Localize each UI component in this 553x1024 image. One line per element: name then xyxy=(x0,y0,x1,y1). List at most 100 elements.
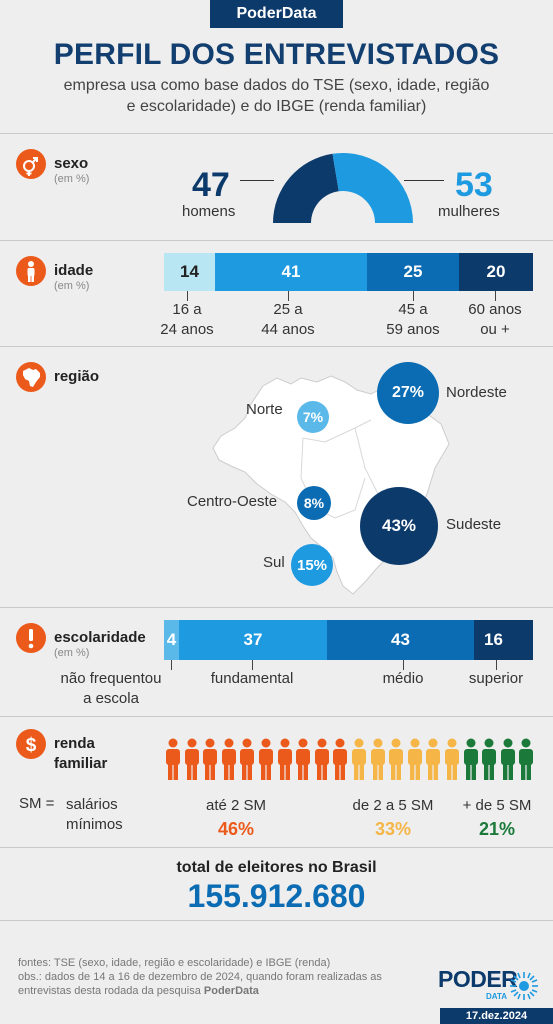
footer-line: entrevistas desta rodada da pesquisa Pod… xyxy=(18,984,428,998)
women-value: 53 xyxy=(455,166,493,204)
escolaridade-bar: 4 37 43 16 xyxy=(164,620,533,660)
renda-group-value: 33% xyxy=(374,819,412,839)
renda-group-value: 21% xyxy=(478,819,516,839)
idade-label-line: 24 anos xyxy=(160,321,214,338)
men-arc xyxy=(273,153,339,223)
brazil-map-icon xyxy=(16,362,46,392)
footer-text: entrevistas desta rodada da pesquisa xyxy=(18,985,204,997)
divider xyxy=(0,346,553,347)
gender-icon xyxy=(16,149,46,179)
idade-label: 25 a 44 anos xyxy=(248,300,328,340)
escolaridade-label-line: não frequentou xyxy=(60,670,162,687)
idade-bar-segment: 14 xyxy=(164,253,215,291)
sm-key: SM = xyxy=(19,795,55,812)
divider xyxy=(0,240,553,241)
region-label-sudeste: Sudeste xyxy=(446,516,502,533)
renda-group-label: de 2 a 5 SM xyxy=(352,797,434,814)
page-subtitle: empresa usa como base dados do TSE (sexo… xyxy=(20,75,533,117)
footer-brand: PoderData xyxy=(203,985,259,997)
date-badge: 17.dez.2024 xyxy=(440,1008,553,1024)
tick xyxy=(413,291,414,301)
idade-label-line: 60 anos xyxy=(468,301,522,318)
person-figure-icon xyxy=(426,738,441,780)
person-figure-icon xyxy=(277,738,292,780)
idade-label-line: 25 a xyxy=(273,301,303,318)
person-figure-icon xyxy=(519,738,534,780)
regiao-title: região xyxy=(54,368,100,385)
renda-group-label: até 2 SM xyxy=(205,797,267,814)
renda-title-line-2: familiar xyxy=(54,755,108,772)
escolaridade-bar-segment: 16 xyxy=(474,620,533,660)
idade-label-line: ou + xyxy=(480,321,510,338)
idade-unit: (em %) xyxy=(54,280,90,292)
renda-group-value: 46% xyxy=(217,819,255,839)
women-leader-line xyxy=(404,180,444,181)
logo-sunburst-icon xyxy=(510,972,538,1000)
region-bubble-norte: 7% xyxy=(297,401,329,433)
idade-bar: 14 41 25 20 xyxy=(164,253,533,291)
women-label: mulheres xyxy=(438,203,500,220)
page-title: PERFIL DOS ENTREVISTADOS xyxy=(53,38,500,71)
tick xyxy=(187,291,188,301)
person-figure-icon xyxy=(370,738,385,780)
divider xyxy=(0,847,553,848)
person-figure-icon xyxy=(166,738,180,780)
person-figure-icon xyxy=(463,738,478,780)
region-bubble-sul: 15% xyxy=(291,544,333,586)
subtitle-line-2: e escolaridade) e do IBGE (renda familia… xyxy=(126,98,427,115)
idade-label: 60 anos ou + xyxy=(455,300,535,340)
idade-label-line: 16 a xyxy=(172,301,202,318)
svg-text:$: $ xyxy=(26,735,37,756)
sexo-title: sexo xyxy=(54,155,89,172)
logo-subtext: DATA xyxy=(486,992,508,1001)
men-label: homens xyxy=(182,203,236,220)
idade-label-line: 59 anos xyxy=(386,321,440,338)
divider xyxy=(0,716,553,717)
tick xyxy=(171,660,172,670)
region-bubble-nordeste: 27% xyxy=(377,362,439,424)
idade-bar-segment: 20 xyxy=(459,253,533,291)
region-bubble-sudeste: 43% xyxy=(360,487,438,565)
person-figure-icon xyxy=(296,738,311,780)
subtitle-line-1: empresa usa como base dados do TSE (sexo… xyxy=(63,77,490,94)
person-figure-icon xyxy=(184,738,199,780)
escolaridade-label: não frequentou a escola xyxy=(46,669,176,709)
escolaridade-unit: (em %) xyxy=(54,647,90,659)
footer-line: fontes: TSE (sexo, idade, região e escol… xyxy=(18,957,331,969)
person-figure-icon xyxy=(203,738,218,780)
total-label: total de eleitores no Brasil xyxy=(176,859,377,876)
sm-definition-line: salários xyxy=(66,796,118,813)
person-figure-icon xyxy=(240,738,255,780)
escolaridade-bar-segment: 4 xyxy=(164,620,179,660)
region-label-norte: Norte xyxy=(246,401,283,418)
tick xyxy=(403,660,404,670)
escolaridade-label-line: a escola xyxy=(83,690,139,707)
person-figure-icon xyxy=(221,738,236,780)
person-figure-icon xyxy=(445,738,459,780)
person-figure-icon xyxy=(389,738,404,780)
tick xyxy=(496,660,497,670)
dollar-icon: $ xyxy=(16,729,46,759)
total-value: 155.912.680 xyxy=(187,878,366,914)
escolaridade-label: superior xyxy=(468,670,524,687)
renda-group-label: + de 5 SM xyxy=(462,797,532,814)
footer-notes: fontes: TSE (sexo, idade, região e escol… xyxy=(18,956,428,998)
brand-badge: PoderData xyxy=(210,0,343,28)
escolaridade-label: fundamental xyxy=(210,670,294,687)
tick xyxy=(252,660,253,670)
person-figure-icon xyxy=(407,738,422,780)
person-icon xyxy=(16,256,46,286)
escolaridade-bar-segment: 37 xyxy=(179,620,327,660)
region-bubble-centro-oeste: 8% xyxy=(297,486,331,520)
men-value: 47 xyxy=(192,166,230,204)
idade-label: 45 a 59 anos xyxy=(373,300,453,340)
person-figure-icon xyxy=(352,738,366,780)
region-label-sul: Sul xyxy=(263,554,285,571)
footer-line: obs.: dados de 14 a 16 de dezembro de 20… xyxy=(18,971,382,983)
idade-bar-segment: 41 xyxy=(215,253,367,291)
tick xyxy=(288,291,289,301)
sm-definition-line: mínimos xyxy=(66,816,123,833)
people-pictogram xyxy=(165,738,537,782)
escolaridade-title: escolaridade xyxy=(54,629,146,646)
women-arc xyxy=(332,153,413,223)
